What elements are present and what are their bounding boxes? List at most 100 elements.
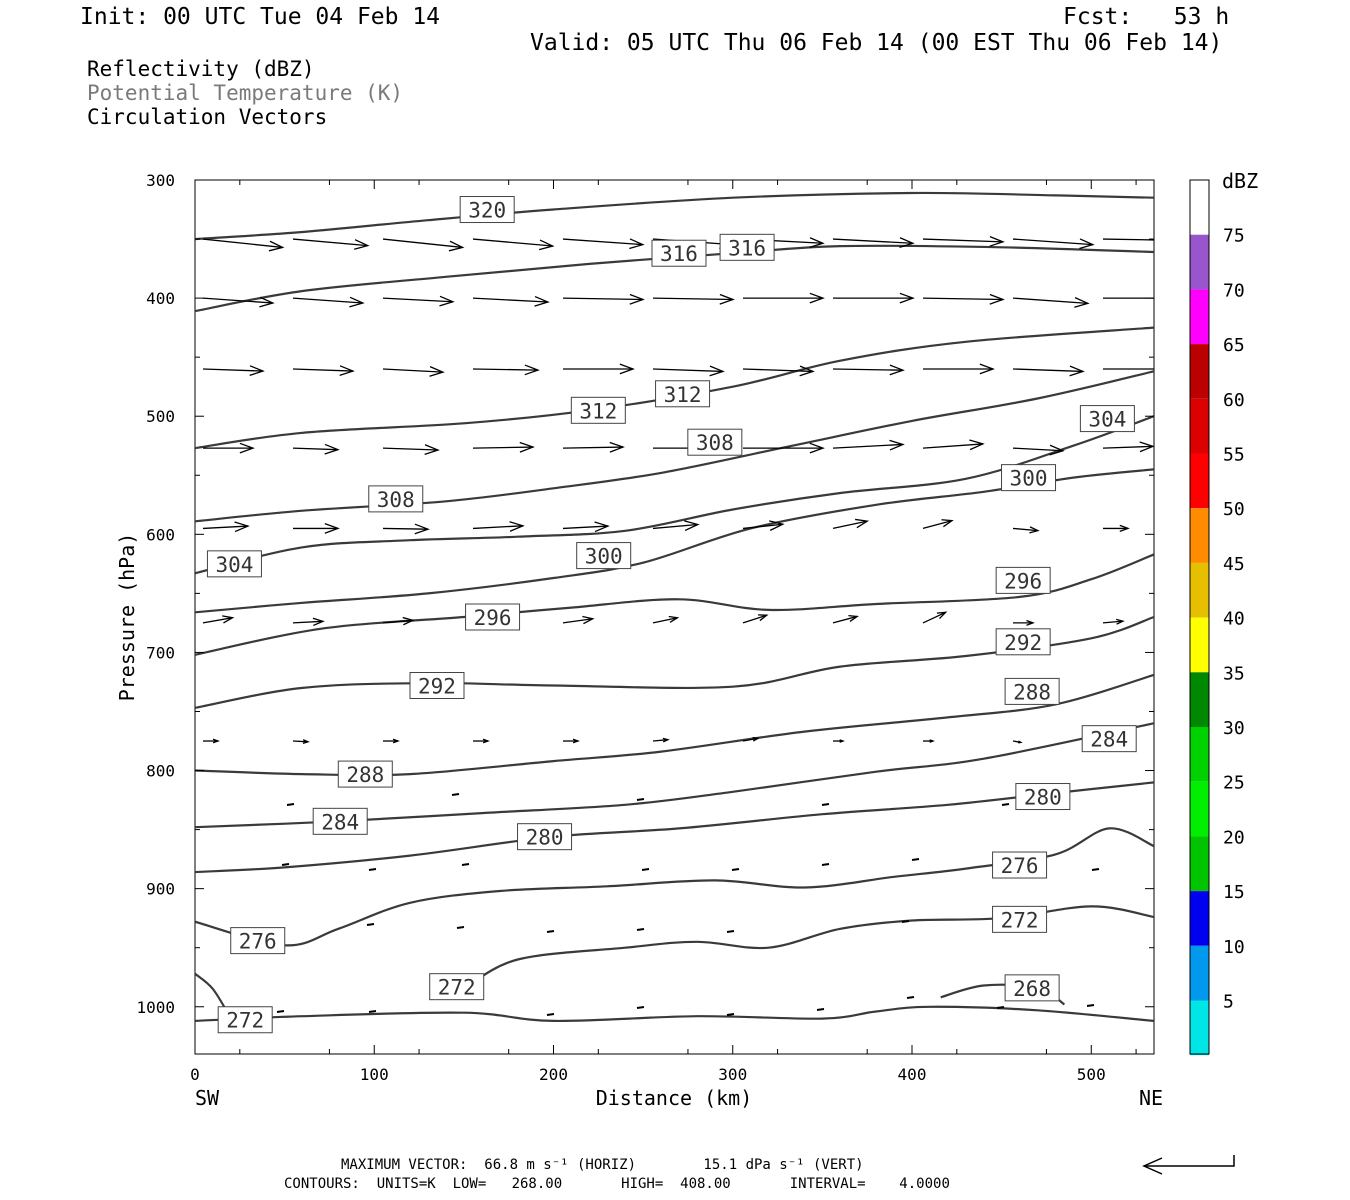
colorbar-swatch-5: [1190, 1000, 1209, 1056]
circulation-vector: [1012, 297, 1090, 308]
contour-label-308: 308: [368, 485, 424, 513]
colorbar-swatch-10: [1190, 945, 1209, 1001]
circulation-vector: [1103, 524, 1130, 533]
contour-label-280: 280: [1015, 783, 1071, 811]
circulation-vector: [742, 614, 769, 624]
circulation-vector: [816, 1008, 825, 1011]
max-vector-note: MAXIMUM VECTOR: 66.8 m s⁻¹ (HORIZ) 15.1 …: [341, 1157, 864, 1173]
theta-contour-268: [195, 1005, 1154, 1023]
contour-label-304: 304: [206, 550, 262, 578]
circulation-vector: [636, 1006, 645, 1009]
circulation-vector: [292, 365, 355, 377]
circulation-vector: [833, 739, 845, 743]
circulation-vector: [368, 868, 377, 871]
y-tick-label: 700: [146, 643, 175, 662]
colorbar-swatch-75: [1190, 234, 1209, 290]
circulation-vector: [731, 868, 740, 871]
circulation-vector: [901, 920, 910, 923]
circulation-vector: [1013, 619, 1035, 626]
circulation-vector: [833, 292, 915, 304]
circulation-vector: [202, 615, 235, 624]
colorbar-level-label: 30: [1223, 718, 1245, 739]
x-tick-label: 400: [898, 1065, 927, 1084]
circulation-vector: [922, 439, 985, 451]
circulation-vector: [456, 926, 465, 929]
theta-contour-304: [195, 415, 1154, 575]
ne-label: NE: [1139, 1086, 1163, 1110]
circulation-vector: [1102, 618, 1125, 625]
circulation-vector: [832, 439, 905, 451]
circulation-vector: [292, 296, 365, 308]
circulation-vector: [922, 519, 954, 530]
circulation-vector: [382, 523, 430, 535]
contour-label-280: 280: [517, 823, 573, 851]
contour-label-268: 268: [1004, 974, 1060, 1002]
colorbar-swatch-35: [1190, 672, 1209, 727]
circulation-vector: [1086, 1004, 1095, 1007]
colorbar-level-label: 75: [1223, 226, 1245, 247]
circulation-vector: [293, 523, 340, 534]
circulation-vector: [472, 295, 550, 307]
svg-text:288: 288: [1013, 680, 1051, 704]
circulation-vector: [636, 798, 645, 801]
circulation-vector: [203, 738, 220, 744]
contour-info: CONTOURS: UNITS=K LOW= 268.00 HIGH= 408.…: [284, 1176, 950, 1192]
x-axis-title: Distance (km): [596, 1086, 753, 1110]
circulation-vector: [382, 238, 465, 252]
field-reflectivity: Reflectivity (dBZ): [87, 57, 315, 81]
circulation-vector: [383, 738, 400, 744]
sw-label: SW: [195, 1086, 220, 1110]
colorbar-swatch-60: [1190, 398, 1209, 454]
svg-text:304: 304: [1088, 408, 1126, 432]
svg-text:316: 316: [660, 242, 698, 266]
circulation-vector: [726, 1013, 735, 1016]
colorbar-unit: dBZ: [1222, 169, 1258, 193]
forecast-hour: Fcst: 53 h: [1063, 4, 1230, 30]
colorbar-level-label: 50: [1223, 499, 1245, 520]
circulation-vector: [923, 739, 935, 743]
x-tick-label: 300: [718, 1065, 747, 1084]
svg-text:288: 288: [346, 763, 384, 787]
svg-text:284: 284: [1090, 728, 1128, 752]
colorbar-level-label: 40: [1223, 609, 1245, 630]
y-tick-label: 1000: [136, 998, 175, 1017]
contour-label-296: 296: [465, 603, 521, 631]
contour-label-292: 292: [995, 628, 1051, 656]
circulation-vector: [292, 739, 310, 744]
colorbar-swatch-50: [1190, 508, 1209, 563]
contour-label-308: 308: [687, 428, 743, 456]
svg-text:272: 272: [226, 1009, 264, 1033]
circulation-vector: [202, 521, 250, 533]
circulation-vector: [906, 996, 915, 999]
field-theta: Potential Temperature (K): [87, 81, 404, 105]
contour-label-292: 292: [409, 672, 465, 700]
colorbar-swatch-65: [1190, 344, 1209, 399]
circulation-vector: [923, 363, 995, 375]
svg-text:268: 268: [1013, 977, 1051, 1001]
contour-label-316: 316: [651, 239, 707, 267]
svg-text:308: 308: [696, 431, 734, 455]
circulation-vector: [562, 238, 645, 250]
circulation-vector: [382, 366, 445, 377]
colorbar-swatch-15: [1190, 891, 1209, 946]
circulation-vector: [562, 441, 625, 453]
contour-label-284: 284: [1081, 725, 1137, 753]
contour-label-272: 272: [429, 973, 485, 1001]
contour-label-272: 272: [217, 1006, 273, 1034]
circulation-vector: [546, 930, 555, 933]
contour-label-316: 316: [719, 233, 775, 261]
circulation-vector: [922, 611, 948, 624]
contour-label-284: 284: [312, 807, 368, 835]
circulation-vector: [652, 737, 670, 743]
svg-text:296: 296: [1004, 569, 1042, 593]
valid-time: Valid: 05 UTC Thu 06 Feb 14 (00 EST Thu …: [530, 30, 1223, 56]
svg-text:276: 276: [239, 930, 277, 954]
circulation-vector: [652, 615, 680, 624]
colorbar-level-label: 35: [1223, 663, 1245, 684]
contour-label-276: 276: [992, 851, 1048, 879]
y-tick-label: 300: [146, 171, 175, 190]
circulation-vector: [742, 520, 785, 531]
colorbar-level-label: 70: [1223, 280, 1245, 301]
contour-label-272: 272: [992, 905, 1048, 933]
svg-text:272: 272: [1001, 908, 1039, 932]
